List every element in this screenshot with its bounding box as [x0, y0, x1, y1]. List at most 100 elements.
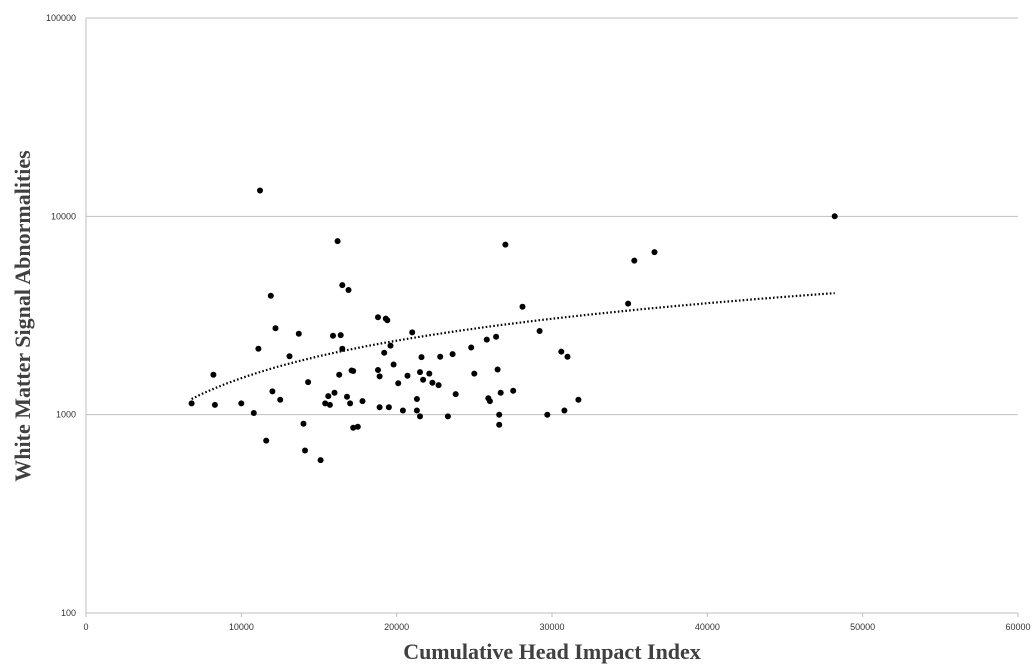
y-axis-title: White Matter Signal Abnormalities — [10, 150, 35, 482]
data-point — [435, 382, 442, 389]
x-tick-label: 20000 — [384, 622, 409, 632]
data-point — [317, 457, 324, 464]
data-point — [444, 413, 451, 420]
data-point — [322, 400, 329, 407]
data-point — [497, 389, 504, 396]
data-point — [429, 379, 436, 386]
trendline-path — [191, 292, 835, 400]
data-point — [350, 424, 357, 431]
data-point — [575, 396, 582, 403]
x-tick-label: 10000 — [229, 622, 254, 632]
data-point — [486, 398, 493, 405]
y-tick-label: 100000 — [46, 13, 76, 23]
data-point — [468, 344, 475, 351]
data-point — [263, 437, 270, 444]
data-point — [381, 349, 388, 356]
data-point — [409, 329, 416, 336]
data-points — [188, 187, 838, 464]
y-tick-label: 10000 — [51, 211, 76, 221]
data-point — [544, 411, 551, 418]
y-tick-label: 100 — [61, 608, 76, 618]
x-tick-label: 40000 — [695, 622, 720, 632]
data-point — [339, 282, 346, 289]
gridlines — [86, 17, 1018, 416]
data-point — [325, 393, 332, 400]
data-point — [350, 368, 357, 374]
data-point — [385, 404, 392, 411]
data-point — [336, 371, 343, 378]
data-point — [344, 393, 350, 400]
data-point — [286, 353, 293, 360]
data-point — [375, 367, 381, 373]
data-point — [625, 300, 632, 307]
data-point — [420, 376, 427, 383]
data-point — [359, 398, 366, 405]
data-point — [331, 389, 338, 396]
data-point — [404, 372, 411, 379]
data-point — [519, 303, 526, 310]
data-point — [305, 379, 312, 386]
data-point — [255, 345, 262, 352]
data-point — [651, 249, 658, 256]
data-point — [417, 369, 423, 376]
data-point — [272, 325, 279, 332]
data-point — [375, 314, 381, 321]
data-point — [326, 401, 333, 408]
data-point — [330, 332, 336, 339]
data-point — [302, 447, 308, 454]
data-point — [510, 387, 517, 394]
data-point — [384, 317, 391, 324]
data-point — [269, 388, 276, 395]
data-point — [483, 336, 490, 343]
y-tick-labels: 100 1000 10000 100000 — [46, 13, 76, 618]
data-point — [493, 333, 500, 340]
data-point — [277, 396, 284, 403]
data-point — [376, 373, 383, 380]
data-point — [536, 328, 543, 334]
data-point — [395, 380, 402, 387]
data-point — [426, 370, 433, 377]
trendline — [191, 292, 835, 400]
data-point — [413, 407, 420, 414]
x-tick-label: 60000 — [1005, 622, 1030, 632]
data-point — [561, 407, 568, 414]
data-point — [494, 366, 501, 373]
data-point — [502, 241, 509, 248]
data-point — [267, 292, 274, 299]
x-tick-label: 30000 — [539, 622, 564, 632]
data-point — [354, 423, 361, 430]
data-point — [188, 400, 195, 407]
data-point — [210, 371, 217, 378]
x-axis-title: Cumulative Head Impact Index — [403, 639, 701, 664]
data-point — [399, 407, 406, 414]
axes — [85, 18, 1019, 617]
data-point — [345, 287, 352, 293]
data-point — [211, 401, 218, 408]
data-point — [238, 400, 245, 407]
y-tick-label: 1000 — [56, 410, 76, 420]
data-point — [564, 353, 571, 360]
data-point — [347, 400, 354, 407]
x-tick-label: 50000 — [850, 622, 875, 632]
data-point — [387, 342, 394, 349]
x-tick-labels: 0 10000 20000 30000 40000 50000 60000 — [83, 622, 1030, 632]
data-point — [831, 213, 838, 220]
data-point — [558, 348, 565, 355]
data-point — [334, 238, 341, 245]
data-point — [250, 410, 257, 416]
data-point — [449, 351, 456, 358]
data-point — [437, 353, 444, 360]
data-point — [376, 404, 383, 411]
data-point — [471, 370, 478, 377]
data-point — [257, 187, 263, 194]
data-point — [417, 413, 423, 420]
data-point — [390, 361, 397, 368]
x-tick-label: 0 — [83, 622, 88, 632]
data-point — [295, 330, 302, 337]
data-point — [452, 391, 459, 398]
data-point — [413, 396, 420, 402]
data-point — [418, 354, 425, 361]
data-point — [339, 345, 346, 352]
data-point — [337, 332, 344, 339]
